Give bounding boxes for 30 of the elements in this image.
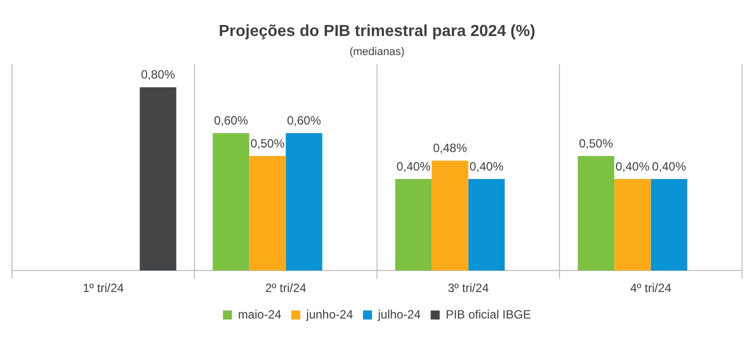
x-tick-label: 2º tri/24 — [265, 281, 307, 296]
bar — [432, 160, 468, 271]
bar — [578, 156, 614, 271]
bar — [249, 156, 286, 271]
data-label: 0,40% — [396, 159, 431, 174]
chart-title: Projeções do PIB trimestral para 2024 (%) — [218, 23, 536, 40]
x-tick-label: 1º tri/24 — [82, 281, 124, 296]
bar — [468, 178, 505, 271]
data-label: 0,50% — [578, 136, 614, 150]
chart-subtitle: (medianas) — [349, 46, 405, 58]
bar — [140, 87, 176, 271]
x-tick-label: 4º tri/24 — [630, 281, 672, 296]
data-label: 0,40% — [652, 159, 686, 174]
x-tick-label: 3º tri/24 — [448, 281, 490, 296]
bar — [395, 178, 432, 271]
legend-label: PIB oficial IBGE — [446, 307, 532, 322]
data-label: 0,60% — [286, 113, 322, 128]
bar — [650, 178, 688, 271]
data-label: 0,40% — [469, 159, 504, 174]
bar — [212, 133, 250, 271]
data-label: 0,40% — [615, 159, 650, 174]
bar — [614, 178, 651, 271]
data-label: 0,48% — [432, 140, 468, 155]
data-label: 0,50% — [250, 136, 285, 150]
legend-label: julho-24 — [377, 307, 422, 322]
legend-label: junho-24 — [305, 307, 354, 322]
data-label: 0,60% — [214, 113, 248, 128]
legend-label: maio-24 — [238, 307, 282, 322]
bar — [286, 133, 322, 271]
data-label: 0,80% — [140, 68, 176, 82]
